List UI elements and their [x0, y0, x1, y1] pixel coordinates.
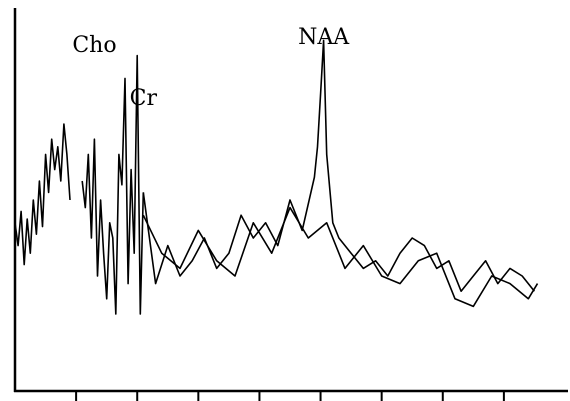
axes-layer [13, 8, 568, 393]
peak-label-naa: NAA [298, 25, 350, 50]
series-1-segment-1 [14, 123, 71, 266]
series-2-segment-1 [142, 206, 539, 308]
series-1-segment-3 [142, 39, 536, 293]
peak-label-cr: Cr [130, 86, 158, 111]
peak-label-cho: Cho [72, 33, 116, 58]
x-ticks [75, 391, 505, 401]
series-1-segment-2 [81, 54, 145, 315]
peak-labels: Cho Cr NAA [72, 25, 350, 111]
series-layer [14, 39, 539, 315]
